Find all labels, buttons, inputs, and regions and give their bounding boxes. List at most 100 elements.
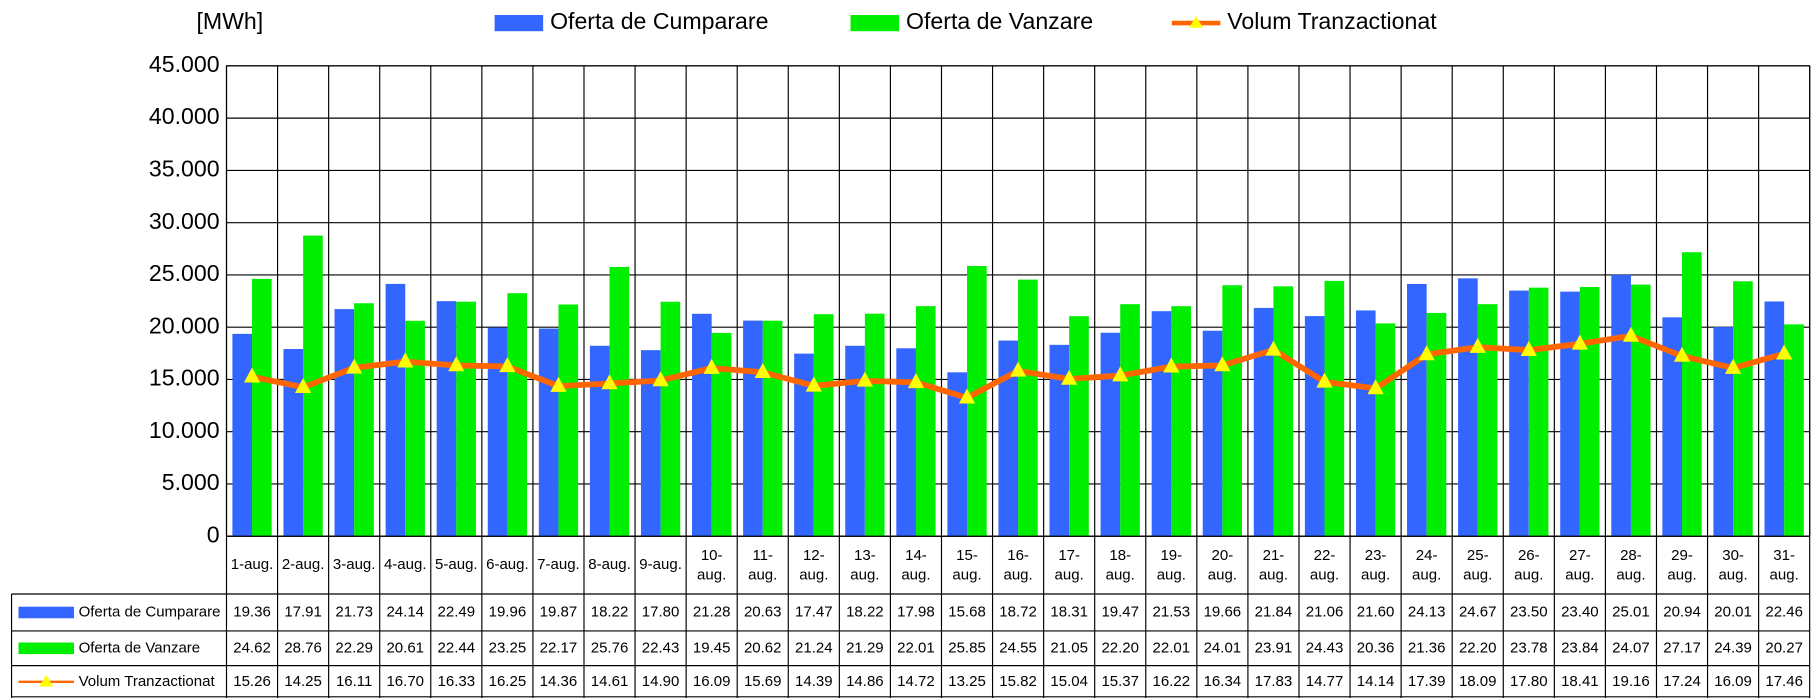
bar [915,306,936,537]
table-cell: 24.39 [1714,639,1752,656]
x-tick-label: 12-aug. [799,547,828,584]
table-cell: 18.22 [591,603,629,620]
table-cell: 20.63 [744,603,782,620]
x-tick-label: 5-aug. [435,556,478,573]
y-tick-label: 0 [207,521,220,547]
bar [1253,307,1274,537]
table-cell: 13.25 [948,673,986,690]
bar [1733,281,1753,537]
table-cell: 16.09 [693,673,731,690]
x-tick-label: 1-aug. [231,556,274,573]
bar [1477,304,1498,537]
table-cell: 16.25 [489,673,527,690]
marker [1622,326,1640,342]
x-tick-label: 30-aug. [1718,547,1747,584]
bar [1202,330,1223,537]
bar [845,345,865,537]
marker [1214,356,1231,372]
marker [499,357,516,373]
table-cell: 24.67 [1459,603,1497,620]
legend-label: Oferta de Vanzare [906,8,1093,34]
x-tick-label: 31-aug. [1770,547,1799,584]
bar [1764,301,1785,537]
x-tick-label: 13-aug. [850,547,879,584]
table-row-label: Oferta de Vanzare [79,639,201,656]
legend-swatch [494,15,544,32]
table-cell: 21.60 [1357,603,1395,620]
bar [813,314,834,537]
legend-swatch [18,642,74,655]
table-cell: 15.37 [1101,673,1139,690]
bar [385,283,406,537]
x-tick-label: 15-aug. [952,547,981,584]
x-tick-label: 8-aug. [588,556,631,573]
marker [346,358,363,374]
legend-label: Oferta de Cumparare [550,8,768,34]
table-cell: 20.62 [744,639,782,656]
table-cell: 22.44 [438,639,476,656]
table-cell: 25.76 [591,639,629,656]
x-tick-label: 26-aug. [1514,547,1543,584]
marker [1010,361,1027,377]
table-cell: 18.72 [999,603,1037,620]
bar [1355,310,1376,537]
bar [589,345,610,537]
bar [405,320,425,537]
x-tick-label: 20-aug. [1208,547,1237,584]
x-tick-label: 14-aug. [901,547,930,584]
marker [1265,340,1282,356]
table-cell: 15.82 [999,673,1037,690]
table-cell: 27.17 [1663,639,1701,656]
bar [1426,312,1447,537]
table-cell: 21.06 [1306,603,1344,620]
x-tick-label: 6-aug. [486,556,529,573]
y-tick-label: 20.000 [149,312,220,338]
bar [864,313,885,537]
table-cell: 23.91 [1255,639,1293,656]
x-tick-label: 19-aug. [1157,547,1186,584]
table-cell: 24.01 [1204,639,1242,656]
legend-marker [39,674,54,687]
table-cell: 21.28 [693,603,731,620]
table-cell: 24.43 [1306,639,1344,656]
bar [1018,279,1038,537]
table-cell: 14.39 [795,673,833,690]
bar [1222,285,1243,537]
table-cell: 22.43 [642,639,680,656]
bar [640,350,661,537]
table-cell: 21.36 [1408,639,1446,656]
table-cell: 24.62 [233,639,271,656]
table-cell: 17.91 [284,603,322,620]
table-cell: 17.83 [1255,673,1293,690]
marker [907,373,925,389]
marker [243,367,261,383]
table-cell: 15.26 [233,673,271,690]
marker [652,371,669,387]
x-tick-label: 28-aug. [1616,547,1645,584]
table-cell: 14.25 [284,673,322,690]
table-cell: 16.09 [1714,673,1752,690]
x-tick-label: 29-aug. [1667,547,1696,584]
bar [1630,284,1651,537]
marker [601,374,618,390]
bar [1579,287,1600,537]
table-cell: 16.11 [336,673,372,690]
legend-swatch [850,15,900,32]
bar [334,309,355,537]
y-tick-label: 30.000 [149,208,220,234]
table-cell: 19.87 [540,603,578,620]
table-cell: 19.66 [1204,603,1242,620]
table-cell: 22.29 [335,639,373,656]
x-tick-label: 7-aug. [537,556,580,573]
table-cell: 17.47 [795,603,833,620]
marker [1571,334,1588,350]
bar [1784,324,1804,537]
table-cell: 17.80 [642,603,680,620]
bar [1611,274,1631,537]
table-cell: 14.86 [846,673,884,690]
table-cell: 18.09 [1459,673,1497,690]
marker [703,358,720,374]
bar [896,348,916,537]
table-cell: 22.01 [897,639,935,656]
